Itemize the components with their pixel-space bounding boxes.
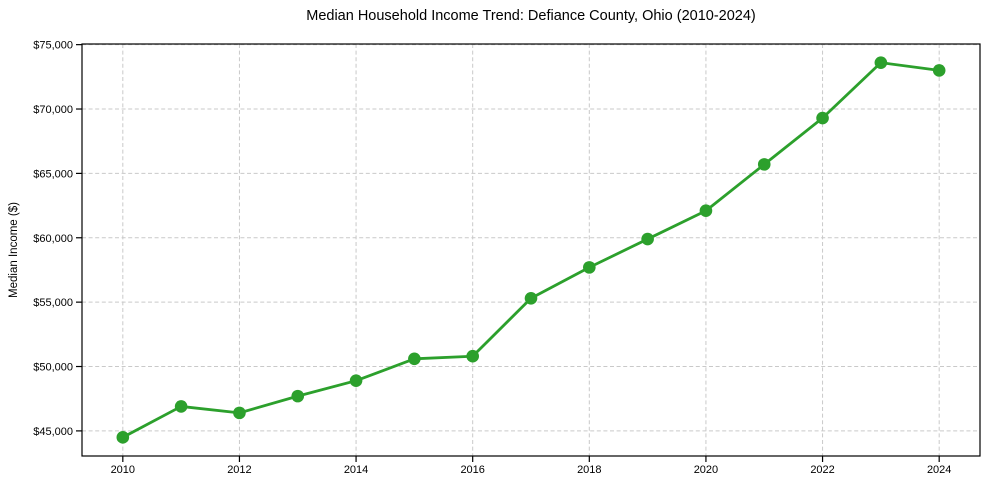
data-point-2018 <box>583 261 596 274</box>
y-tick-label-5: $70,000 <box>33 104 73 116</box>
y-tick-label-2: $55,000 <box>33 297 73 309</box>
data-point-2015 <box>408 352 421 366</box>
data-point-2021 <box>757 158 771 171</box>
y-axis-label: Median Income ($) <box>8 202 20 298</box>
y-tick-label-3: $60,000 <box>33 233 73 245</box>
data-point-2012 <box>233 406 246 420</box>
x-tick-label-2: 2014 <box>344 464 368 476</box>
y-tick-label-4: $65,000 <box>33 168 73 180</box>
x-tick-label-3: 2016 <box>460 464 484 476</box>
data-point-2019 <box>641 232 654 246</box>
data-point-2017 <box>524 291 538 305</box>
x-tick-label-1: 2012 <box>227 464 251 476</box>
data-point-2011 <box>174 400 188 413</box>
data-point-2016 <box>466 349 479 363</box>
data-point-2013 <box>291 389 305 403</box>
x-tick-label-4: 2018 <box>577 464 601 476</box>
y-tick-label-1: $50,000 <box>33 362 73 374</box>
data-point-2010 <box>116 431 130 444</box>
x-tick-label-7: 2024 <box>927 464 951 476</box>
data-point-2022 <box>816 111 829 125</box>
data-point-2014 <box>349 374 363 387</box>
data-point-2023 <box>874 56 888 69</box>
x-tick-label-5: 2020 <box>694 464 718 476</box>
y-tick-label-0: $45,000 <box>33 426 73 438</box>
data-point-2020 <box>699 204 713 218</box>
chart-title: Median Household Income Trend: Defiance … <box>306 8 756 24</box>
x-tick-label-0: 2010 <box>111 464 135 476</box>
axes-box <box>81 43 981 457</box>
x-tick-label-6: 2022 <box>810 464 834 476</box>
data-point-2024 <box>932 64 946 77</box>
y-tick-label-6: $75,000 <box>33 40 73 52</box>
